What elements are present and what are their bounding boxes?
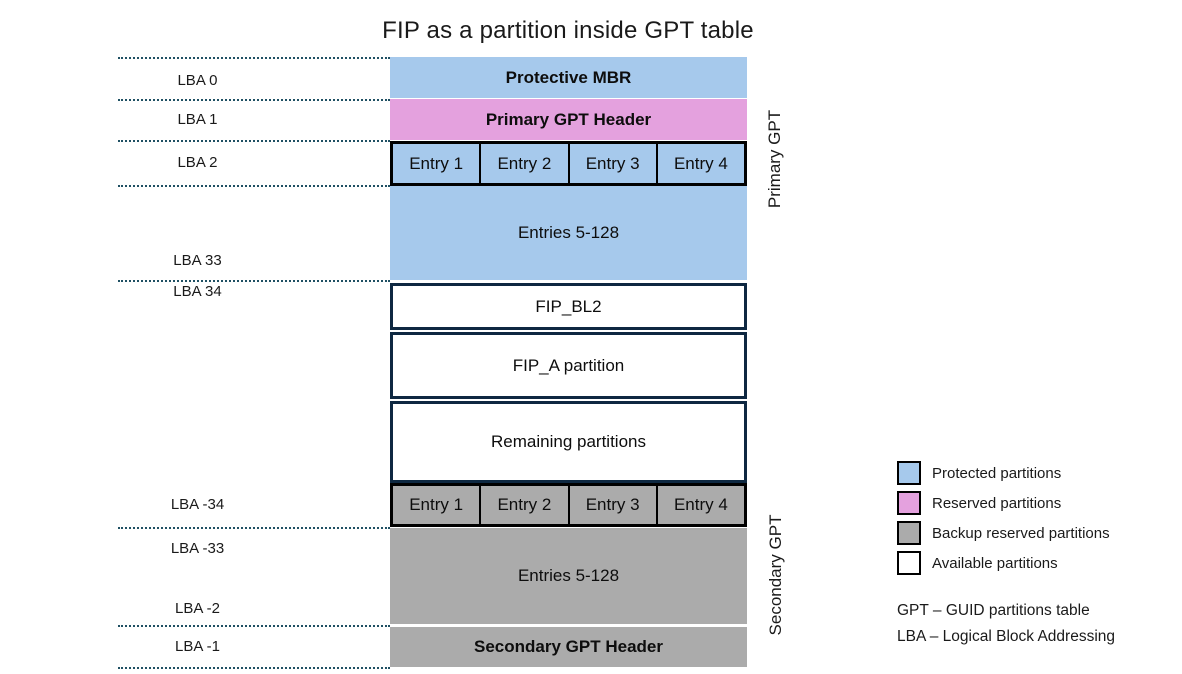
block-fip-a-partition: FIP_A partition — [390, 332, 747, 399]
dotted-separator-lba33-lba34 — [118, 280, 390, 282]
legend-item-reserved: Reserved partitions — [897, 491, 1110, 515]
block-primary-entries-5-128: Entries 5-128 — [390, 186, 747, 280]
secondary-entry-3: Entry 3 — [567, 486, 656, 524]
backup-color-swatch — [897, 521, 921, 545]
dotted-separator-lba1-lba2 — [118, 140, 390, 142]
protected-color-swatch — [897, 461, 921, 485]
primary-entry-4: Entry 4 — [655, 144, 744, 183]
reserved-color-swatch — [897, 491, 921, 515]
secondary-gpt-side-label: Secondary GPT — [766, 514, 785, 636]
lba-label-n2: LBA -2 — [174, 600, 221, 617]
dotted-separator-lba2-bottom — [118, 185, 390, 187]
lba-label-n34: LBA -34 — [170, 496, 225, 513]
lba-label-2: LBA 2 — [177, 154, 218, 171]
block-protective-mbr: Protective MBR — [390, 57, 747, 98]
legend-item-available: Available partitions — [897, 551, 1110, 575]
primary-entry-1: Entry 1 — [393, 144, 480, 183]
secondary-entry-1: Entry 1 — [393, 486, 480, 524]
note-gpt-abbreviation: GPT – GUID partitions table — [897, 602, 1090, 619]
lba-label-34: LBA 34 — [173, 283, 222, 300]
legend-item-protected: Protected partitions — [897, 461, 1110, 485]
secondary-entry-2: Entry 2 — [479, 486, 568, 524]
legend: Protected partitions Reserved partitions… — [897, 461, 1110, 581]
lba-label-33: LBA 33 — [173, 252, 222, 269]
primary-entry-row: Entry 1 Entry 2 Entry 3 Entry 4 — [390, 141, 747, 186]
dotted-separator-lba0-top — [118, 57, 390, 59]
dotted-separator-lba-2-lba-1 — [118, 625, 390, 627]
block-fip-bl2: FIP_BL2 — [390, 283, 747, 330]
block-secondary-entries-5-128: Entries 5-128 — [390, 528, 747, 624]
note-lba-abbreviation: LBA – Logical Block Addressing — [897, 628, 1115, 645]
primary-entry-2: Entry 2 — [479, 144, 568, 183]
block-primary-gpt-header: Primary GPT Header — [390, 99, 747, 140]
secondary-entry-4: Entry 4 — [655, 486, 744, 524]
lba-label-n1: LBA -1 — [174, 638, 221, 655]
dotted-separator-lba0-lba1 — [118, 99, 390, 101]
dotted-separator-lba-34-lba-33 — [118, 527, 390, 529]
block-secondary-gpt-header: Secondary GPT Header — [390, 627, 747, 667]
primary-gpt-side-label: Primary GPT — [765, 109, 784, 209]
dotted-separator-bottom — [118, 667, 390, 669]
legend-label-available: Available partitions — [932, 554, 1058, 572]
primary-entry-3: Entry 3 — [567, 144, 656, 183]
lba-label-n33: LBA -33 — [170, 540, 225, 557]
secondary-entry-row: Entry 1 Entry 2 Entry 3 Entry 4 — [390, 483, 747, 527]
legend-label-backup: Backup reserved partitions — [932, 524, 1110, 542]
lba-label-0: LBA 0 — [177, 72, 218, 89]
legend-label-reserved: Reserved partitions — [932, 494, 1062, 512]
lba-label-1: LBA 1 — [177, 111, 218, 128]
diagram-title: FIP as a partition inside GPT table — [382, 17, 754, 44]
available-color-swatch — [897, 551, 921, 575]
legend-item-backup: Backup reserved partitions — [897, 521, 1110, 545]
block-remaining-partitions: Remaining partitions — [390, 401, 747, 483]
legend-label-protected: Protected partitions — [932, 464, 1062, 482]
